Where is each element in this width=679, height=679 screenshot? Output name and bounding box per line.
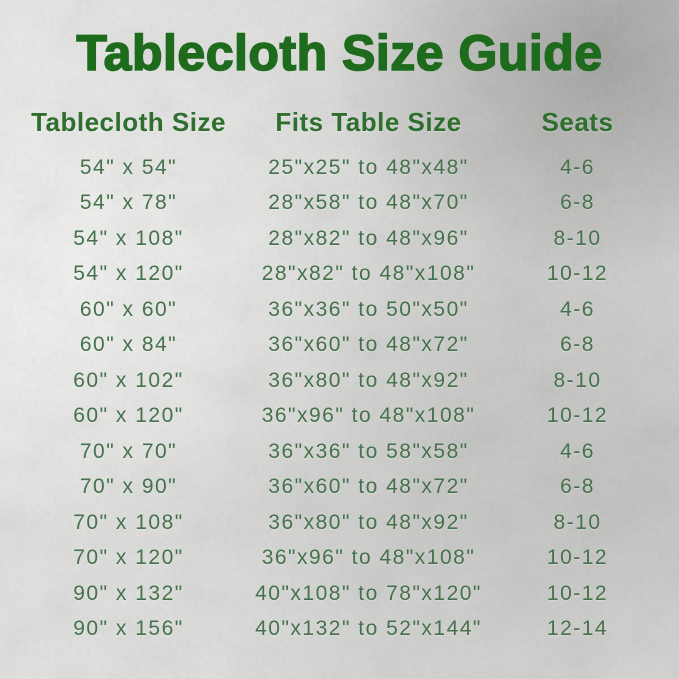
cell-tablecloth-size: 90" x 156" <box>73 617 184 641</box>
table-row: 54" x 120" 28"x82" to 48"x108" 10-12 <box>0 257 679 293</box>
cell-fits-table-size: 36"x80" to 48"x92" <box>268 368 469 392</box>
table-body: 54" x 54" 25"x25" to 48"x48" 4-6 54" x 78" 2… <box>0 150 679 647</box>
table-row: 70" x 120" 36"x96" to 48"x108" 10-12 <box>0 541 679 577</box>
guide-content: Tablecloth Size Guide Tablecloth Size Fi… <box>0 24 679 647</box>
table-header-row: Tablecloth Size Fits Table Size Seats <box>0 104 679 140</box>
table-row: 54" x 108" 28"x82" to 48"x96" 8-10 <box>0 221 679 257</box>
cell-fits-table-size: 28"x82" to 48"x96" <box>268 226 469 250</box>
cell-tablecloth-size: 70" x 120" <box>73 546 184 570</box>
table-row: 70" x 108" 36"x80" to 48"x92" 8-10 <box>0 505 679 541</box>
cell-fits-table-size: 40"x132" to 52"x144" <box>255 617 482 641</box>
table-row: 60" x 60" 36"x36" to 50"x50" 4-6 <box>0 292 679 328</box>
cell-seats: 4-6 <box>560 297 595 321</box>
cell-seats: 6-8 <box>560 333 595 357</box>
table-row: 70" x 90" 36"x60" to 48"x72" 6-8 <box>0 470 679 506</box>
table-row: 60" x 84" 36"x60" to 48"x72" 6-8 <box>0 328 679 364</box>
cell-fits-table-size: 28"x58" to 48"x70" <box>268 191 469 215</box>
cell-tablecloth-size: 54" x 54" <box>79 155 178 179</box>
table-row: 90" x 156" 40"x132" to 52"x144" 12-14 <box>0 612 679 648</box>
column-header-seats: Seats <box>541 106 614 137</box>
cell-seats: 6-8 <box>560 191 595 215</box>
page-title: Tablecloth Size Guide <box>76 24 603 82</box>
cell-tablecloth-size: 60" x 84" <box>79 333 178 357</box>
cell-fits-table-size: 36"x60" to 48"x72" <box>268 475 469 499</box>
table-row: 54" x 54" 25"x25" to 48"x48" 4-6 <box>0 150 679 186</box>
cell-tablecloth-size: 70" x 70" <box>79 439 178 463</box>
cell-seats: 4-6 <box>560 439 595 463</box>
cell-tablecloth-size: 60" x 120" <box>73 404 184 428</box>
table-row: 60" x 102" 36"x80" to 48"x92" 8-10 <box>0 363 679 399</box>
cell-tablecloth-size: 70" x 108" <box>73 510 184 534</box>
cell-seats: 4-6 <box>560 155 595 179</box>
cell-tablecloth-size: 60" x 60" <box>79 297 178 321</box>
cell-tablecloth-size: 60" x 102" <box>73 368 184 392</box>
cell-fits-table-size: 36"x80" to 48"x92" <box>268 510 469 534</box>
cell-fits-table-size: 36"x60" to 48"x72" <box>268 333 469 357</box>
cell-seats: 10-12 <box>546 581 609 605</box>
cell-seats: 10-12 <box>546 262 609 286</box>
cell-fits-table-size: 25"x25" to 48"x48" <box>268 155 469 179</box>
table-row: 54" x 78" 28"x58" to 48"x70" 6-8 <box>0 186 679 222</box>
cell-tablecloth-size: 54" x 78" <box>79 191 178 215</box>
cell-fits-table-size: 40"x108" to 78"x120" <box>255 581 482 605</box>
table-row: 70" x 70" 36"x36" to 58"x58" 4-6 <box>0 434 679 470</box>
table-row: 60" x 120" 36"x96" to 48"x108" 10-12 <box>0 399 679 435</box>
table-row: 90" x 132" 40"x108" to 78"x120" 10-12 <box>0 576 679 612</box>
cell-seats: 12-14 <box>546 617 609 641</box>
cell-seats: 6-8 <box>560 475 595 499</box>
cell-tablecloth-size: 90" x 132" <box>73 581 184 605</box>
cell-seats: 10-12 <box>546 546 609 570</box>
cell-tablecloth-size: 70" x 90" <box>79 475 178 499</box>
cell-seats: 8-10 <box>553 510 602 534</box>
cell-seats: 8-10 <box>553 226 602 250</box>
cell-fits-table-size: 36"x96" to 48"x108" <box>261 546 476 570</box>
cell-fits-table-size: 28"x82" to 48"x108" <box>261 262 476 286</box>
cell-tablecloth-size: 54" x 108" <box>73 226 184 250</box>
cell-fits-table-size: 36"x96" to 48"x108" <box>261 404 476 428</box>
cell-fits-table-size: 36"x36" to 50"x50" <box>268 297 469 321</box>
cell-seats: 10-12 <box>546 404 609 428</box>
column-header-tablecloth-size: Tablecloth Size <box>31 106 226 137</box>
cell-seats: 8-10 <box>553 368 602 392</box>
column-header-fits-table-size: Fits Table Size <box>275 106 462 137</box>
cell-tablecloth-size: 54" x 120" <box>73 262 184 286</box>
cell-fits-table-size: 36"x36" to 58"x58" <box>268 439 469 463</box>
